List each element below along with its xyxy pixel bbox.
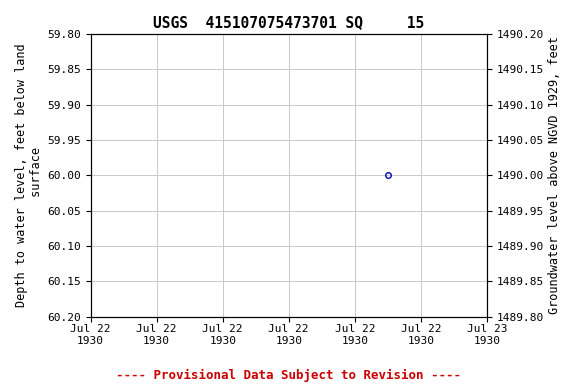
Y-axis label: Depth to water level, feet below land
 surface: Depth to water level, feet below land su… (15, 43, 43, 307)
Title: USGS  415107075473701 SQ     15: USGS 415107075473701 SQ 15 (153, 15, 425, 30)
Text: ---- Provisional Data Subject to Revision ----: ---- Provisional Data Subject to Revisio… (116, 369, 460, 382)
Y-axis label: Groundwater level above NGVD 1929, feet: Groundwater level above NGVD 1929, feet (548, 36, 561, 314)
